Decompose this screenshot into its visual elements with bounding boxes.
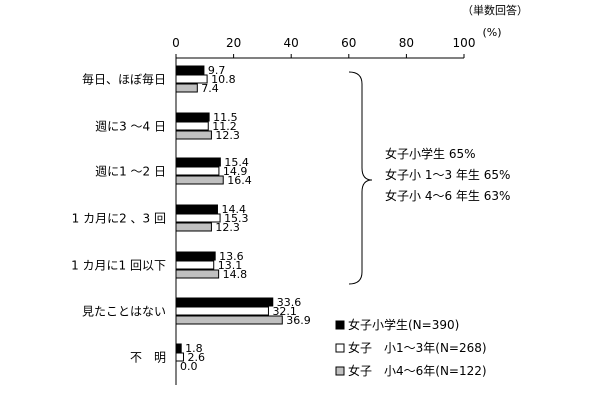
legend-label: 女子 小4～6年(N=122) (348, 363, 487, 378)
bar (175, 112, 210, 122)
category-label: 不 明 (130, 351, 166, 365)
bars (175, 65, 283, 362)
x-tick-label: 40 (284, 36, 299, 50)
legend: 女子小学生(N=390) 女子 小1～3年(N=268) 女子 小4～6年(N=12… (335, 317, 487, 378)
value-label: 11.2 (212, 120, 237, 133)
category-label: 週に3 ～4 日 (95, 120, 166, 134)
bar (175, 65, 205, 75)
value-label: 33.6 (277, 296, 302, 309)
bar (175, 343, 182, 353)
bar (175, 204, 218, 214)
category-label: 見たことはない (82, 305, 166, 319)
bar (175, 222, 212, 232)
category-label: 週に1 ～2 日 (95, 165, 166, 179)
value-label: 13.1 (218, 259, 243, 272)
bar (175, 315, 283, 325)
x-tick-label: 60 (341, 36, 356, 50)
value-label: 9.7 (208, 64, 226, 77)
bar (175, 130, 212, 140)
value-label: 1.8 (185, 342, 203, 355)
legend-label: 女子 小1～3年(N=268) (348, 340, 487, 355)
legend-swatch (335, 320, 345, 330)
legend-swatch (335, 343, 345, 353)
bar (175, 175, 224, 185)
unit-label: (%) (482, 26, 501, 39)
value-label: 32.1 (272, 305, 297, 318)
value-label: 36.9 (286, 314, 311, 327)
value-label: 14.9 (223, 165, 248, 178)
x-tick-label: 20 (226, 36, 241, 50)
value-label: 12.3 (215, 221, 240, 234)
bar (175, 157, 221, 167)
value-label: 2.6 (187, 351, 205, 364)
response-type-note: （単数回答） (462, 3, 528, 17)
bar (175, 297, 274, 307)
bar (175, 306, 269, 316)
bar (175, 269, 220, 279)
x-tick-label: 100 (453, 36, 476, 50)
category-label: 毎日、ほぼ毎日 (82, 72, 166, 87)
category-label: 1 カ月に1 回以下 (71, 259, 166, 273)
value-label: 15.3 (224, 212, 249, 225)
bar (175, 352, 184, 362)
bracket-shape (348, 71, 373, 285)
value-label: 7.4 (201, 82, 219, 95)
x-tick-label: 0 (172, 36, 180, 50)
bar (175, 121, 209, 131)
category-label: 1 カ月に2 、3 回 (72, 212, 166, 226)
x-axis-ticks: 0 20 40 60 80 100 (172, 36, 475, 50)
bar (175, 251, 216, 261)
legend-swatch (335, 366, 345, 376)
bar (175, 260, 215, 270)
bar (175, 74, 208, 84)
value-label: 14.8 (223, 268, 248, 281)
bar (175, 83, 198, 93)
x-tick-label: 80 (399, 36, 414, 50)
value-label: 16.4 (227, 174, 252, 187)
bracket (348, 71, 373, 285)
annotation-line: 女子小学生 65% (385, 146, 476, 161)
value-labels: 9.7 11.5 15.4 14.4 13.6 33.6 1.8 10.8 11.2 14.9 15… (180, 64, 311, 373)
value-label: 0.0 (180, 360, 198, 373)
value-label: 10.8 (211, 73, 236, 86)
annotation-line: 女子小 1～3 年生 65% (385, 167, 510, 182)
bar (175, 166, 220, 176)
annotation-line: 女子小 4～6 年生 63% (385, 188, 510, 203)
value-label: 15.4 (224, 156, 249, 169)
value-label: 14.4 (221, 203, 246, 216)
bracket-annotation: 女子小学生 65% 女子小 1～3 年生 65% 女子小 4～6 年生 63% (385, 146, 510, 203)
value-label: 11.5 (213, 111, 238, 124)
bar (175, 213, 221, 223)
value-label: 12.3 (215, 129, 240, 142)
legend-label: 女子小学生(N=390) (348, 317, 459, 332)
value-label: 13.6 (219, 250, 244, 263)
